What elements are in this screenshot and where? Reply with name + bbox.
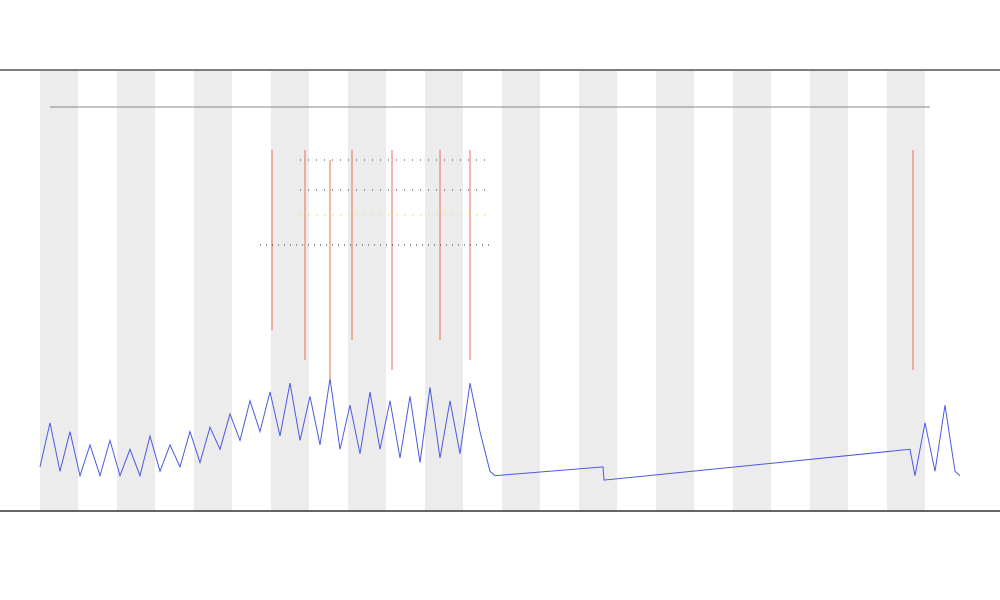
band: [271, 70, 309, 511]
band: [502, 70, 540, 511]
event-ticks: [260, 150, 914, 380]
background-bands: [40, 70, 925, 511]
band: [117, 70, 155, 511]
band: [887, 70, 925, 511]
band: [579, 70, 617, 511]
band: [348, 70, 386, 511]
plot-area: [39, 378, 961, 481]
data-line: [39, 378, 961, 481]
band: [810, 70, 848, 511]
band: [40, 70, 78, 511]
band: [194, 70, 232, 511]
band: [656, 70, 694, 511]
band: [733, 70, 771, 511]
band: [425, 70, 463, 511]
